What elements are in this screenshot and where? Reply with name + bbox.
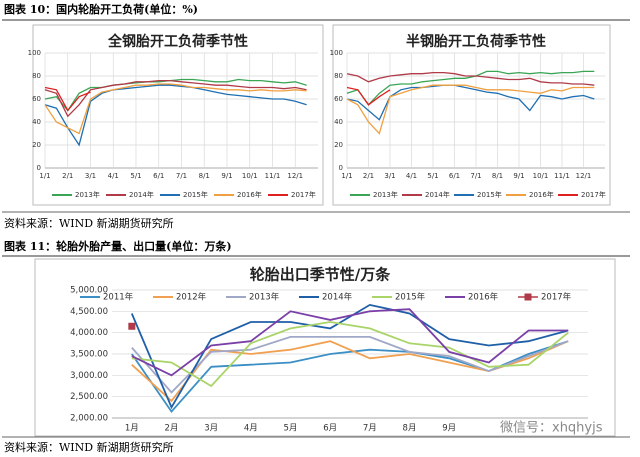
legend-label: 2013年: [249, 292, 280, 303]
caption: 图表 11：轮胎外胎产量、出口量(单位：万条): [4, 239, 232, 253]
x-tick-label: 5/1: [130, 172, 141, 180]
series-line: [131, 321, 569, 388]
y-tick-label: 40: [334, 118, 343, 126]
x-tick-label: 2/1: [62, 172, 73, 180]
x-tick-label: 8/1: [492, 172, 503, 180]
x-tick-label: 5/1: [427, 172, 438, 180]
x-tick-label: 3/1: [85, 172, 96, 180]
y-tick-label: 3,000.00: [70, 371, 108, 381]
x-tick-label: 9月: [442, 424, 456, 434]
series-line: [346, 70, 595, 106]
chart-frame: [332, 24, 611, 206]
y-tick-label: 5,000.00: [70, 286, 108, 296]
x-tick-label: 12/1: [576, 172, 592, 180]
y-tick-label: 2,500.00: [70, 392, 108, 402]
x-tick-label: 5月: [284, 424, 298, 434]
x-tick-label: 7月: [363, 424, 377, 434]
x-tick-label: 1/1: [341, 172, 352, 180]
x-tick-label: 4月: [244, 424, 258, 434]
watermark: 微信号：xhqhyjs: [500, 421, 603, 436]
x-tick-label: 4/1: [406, 172, 417, 180]
x-tick-label: 2/1: [363, 172, 374, 180]
series-line: [44, 78, 307, 112]
chart-title: 全钢胎开工负荷季节性: [107, 33, 248, 50]
x-tick-label: 2月: [165, 424, 179, 434]
series-line: [44, 83, 307, 135]
y-tick-label: 80: [334, 72, 343, 80]
series-line: [44, 86, 91, 112]
source: 资料来源：WIND 新湖期货研究所: [4, 440, 174, 454]
legend-label: 2012年: [176, 292, 207, 303]
x-tick-label: 10/1: [242, 172, 258, 180]
legend-label: 2016年: [529, 190, 554, 199]
series-line: [131, 336, 569, 394]
y-tick-label: 0: [37, 164, 41, 172]
series-line: [346, 71, 595, 86]
data-point: [128, 322, 136, 330]
legend-label: 2015年: [477, 190, 502, 199]
series-line: [131, 308, 569, 377]
legend-label: 2014年: [322, 292, 353, 303]
x-tick-label: 3月: [204, 424, 218, 434]
x-tick-label: 6月: [323, 424, 337, 434]
legend-label: 2015年: [395, 292, 426, 303]
x-tick-label: 9/1: [221, 172, 232, 180]
legend-label: 2014年: [425, 190, 450, 199]
y-tick-label: 60: [32, 95, 41, 103]
y-tick-label: 4,500.00: [70, 307, 108, 317]
source: 资料来源：WIND 新湖期货研究所: [4, 216, 174, 230]
chart-title: 半钢胎开工负荷季节性: [406, 33, 546, 50]
caption: 图表 10：国内轮胎开工负荷(单位：%): [4, 2, 198, 16]
series-line: [346, 84, 595, 135]
legend-label: 2017年: [541, 292, 572, 303]
legend-label: 2013年: [75, 190, 100, 199]
y-tick-label: 100: [28, 49, 41, 57]
legend-swatch: [524, 293, 532, 301]
x-tick-label: 6/1: [449, 172, 460, 180]
y-tick-label: 80: [32, 72, 41, 80]
y-tick-label: 4,000.00: [70, 328, 108, 338]
legend-label: 2016年: [468, 292, 499, 303]
y-tick-label: 40: [32, 118, 41, 126]
legend-label: 2017年: [291, 190, 316, 199]
x-tick-label: 8月: [403, 424, 417, 434]
legend-label: 2014年: [129, 190, 154, 199]
chart-frame: [32, 24, 324, 206]
series-line: [346, 86, 391, 106]
x-tick-label: 7/1: [176, 172, 187, 180]
legend-label: 2011年: [103, 292, 134, 303]
y-tick-label: 3,500.00: [70, 350, 108, 360]
x-tick-label: 11/1: [554, 172, 570, 180]
y-tick-label: 2,000.00: [70, 414, 108, 424]
x-tick-label: 3/1: [384, 172, 395, 180]
x-tick-label: 9/1: [513, 172, 524, 180]
y-tick-label: 100: [330, 49, 343, 57]
x-tick-label: 1/1: [39, 172, 50, 180]
legend-label: 2016年: [237, 190, 262, 199]
chart-title: 轮胎出口季节性/万条: [250, 266, 391, 284]
chart-frame: [34, 258, 616, 437]
legend-label: 2015年: [183, 190, 208, 199]
y-tick-label: 20: [32, 141, 41, 149]
x-tick-label: 12/1: [287, 172, 303, 180]
x-tick-label: 8/1: [199, 172, 210, 180]
x-tick-label: 7/1: [470, 172, 481, 180]
y-tick-label: 60: [334, 95, 343, 103]
series-line: [44, 84, 307, 147]
y-tick-label: 0: [339, 164, 343, 172]
x-tick-label: 10/1: [533, 172, 549, 180]
legend-label: 2017年: [581, 190, 606, 199]
x-tick-label: 1月: [125, 424, 139, 434]
y-tick-label: 20: [334, 141, 343, 149]
x-tick-label: 4/1: [108, 172, 119, 180]
x-tick-label: 6/1: [153, 172, 164, 180]
x-tick-label: 11/1: [265, 172, 281, 180]
legend-label: 2013年: [373, 190, 398, 199]
